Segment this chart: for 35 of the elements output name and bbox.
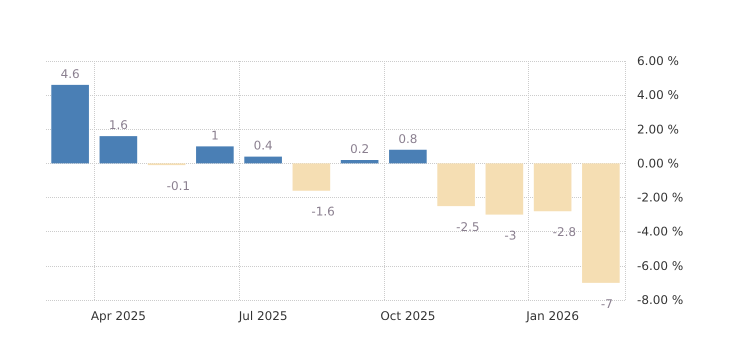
x-tick-label: Apr 2025: [90, 309, 146, 323]
bar: [100, 136, 138, 164]
data-label: 0.8: [398, 132, 418, 146]
bar: [196, 146, 234, 164]
x-tick-label: Jul 2025: [238, 309, 288, 323]
bar: [340, 160, 378, 164]
y-tick-label: -2.00 %: [637, 190, 684, 205]
data-label: 1.6: [108, 118, 128, 132]
bar: [437, 163, 475, 206]
bar: [582, 163, 620, 283]
bar: [51, 84, 89, 164]
bar: [389, 150, 427, 164]
x-tick-label: Jan 2026: [525, 309, 580, 323]
bar: [292, 163, 330, 191]
data-label: -0.1: [166, 179, 190, 194]
data-label: -1.6: [311, 204, 335, 219]
bar: [486, 163, 524, 215]
bar: [534, 163, 572, 212]
y-tick-label: 0.00 %: [637, 156, 679, 170]
data-label: 1: [211, 128, 219, 142]
y-tick-label: -4.00 %: [637, 224, 684, 239]
data-label: -3: [504, 228, 516, 243]
data-label: -2.5: [456, 220, 480, 234]
data-label: 4.6: [60, 66, 80, 81]
data-label: -2.8: [552, 225, 576, 240]
y-tick-label: 4.00 %: [637, 88, 679, 102]
data-label: 0.2: [350, 142, 370, 156]
y-tick-label: -8.00 %: [637, 293, 684, 307]
y-tick-label: 6.00 %: [637, 54, 679, 68]
bar: [244, 156, 282, 164]
data-label: -7: [600, 296, 613, 311]
data-label: 0.4: [254, 138, 273, 153]
x-tick-label: Oct 2025: [380, 309, 436, 323]
y-tick-label: 2.00 %: [637, 122, 679, 136]
y-tick-label: -6.00 %: [637, 258, 684, 273]
